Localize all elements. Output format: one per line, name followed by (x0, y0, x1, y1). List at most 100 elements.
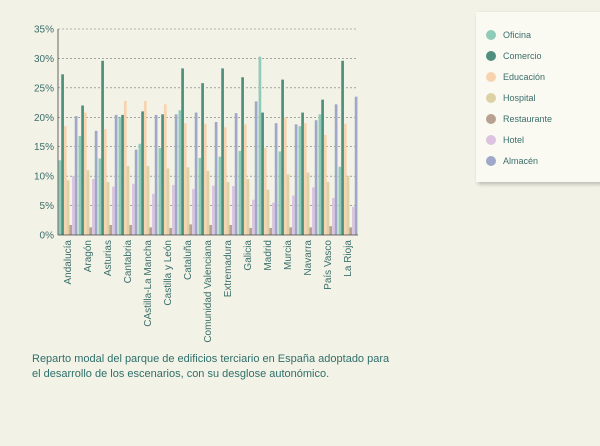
bar-almacén (174, 114, 178, 235)
legend: Oficina Comercio Educación Hospital Restaura… (476, 12, 600, 182)
x-tick-label: País Vasco (323, 240, 334, 290)
bar-educación (63, 126, 67, 235)
bar-comercio (281, 79, 284, 236)
bar-comercio (161, 114, 164, 235)
chart-caption: Reparto modal del parque de edificios te… (32, 352, 432, 382)
x-tick-label: Cantabria (123, 240, 134, 284)
legend-item: Educación (486, 66, 600, 87)
bar-hospital (206, 170, 210, 235)
bar-almacén (94, 130, 98, 235)
bar-educación (263, 147, 267, 235)
x-tick-label: CAstilla-La Mancha (143, 240, 154, 327)
bar-educación (303, 123, 307, 235)
caption-line-2: el desarrollo de los escenarios, con su … (32, 368, 330, 380)
legend-item: Restaurante (486, 108, 600, 129)
bar-restaurante (309, 227, 313, 235)
bar-hotel (332, 197, 335, 235)
bar-hospital (146, 166, 150, 235)
legend-label: Educación (503, 71, 546, 82)
bar-oficina (78, 136, 82, 235)
bar-restaurante (289, 227, 293, 235)
bar-hotel (72, 176, 75, 235)
y-tick-label: 30% (34, 54, 54, 65)
bar-restaurante (129, 224, 133, 235)
bar-educación (203, 123, 207, 235)
bar-educación (343, 123, 347, 235)
bar-educación (223, 127, 227, 235)
bar-hospital (306, 172, 310, 235)
bar-hospital (166, 168, 170, 235)
bar-hospital (66, 180, 70, 235)
x-tick-label: Andalucía (63, 240, 74, 285)
bar-almacén (354, 96, 358, 235)
bar-almacén (114, 114, 118, 235)
y-tick-label: 5% (40, 201, 55, 212)
legend-item: Comercio (486, 45, 600, 66)
bar-comercio (321, 99, 324, 235)
bar-educación (183, 123, 187, 235)
bar-restaurante (229, 224, 233, 235)
legend-swatch (486, 50, 496, 61)
legend-label: Hospital (503, 92, 536, 103)
bar-hotel (172, 184, 175, 235)
bar-almacén (314, 120, 318, 235)
bar-comercio (121, 114, 124, 235)
legend-label: Restaurante (503, 113, 553, 124)
bar-almacén (274, 123, 278, 235)
x-tick-label: Madrid (263, 240, 274, 271)
bar-comercio (81, 105, 84, 235)
bar-oficina (238, 150, 242, 235)
legend-swatch (486, 134, 496, 145)
bar-restaurante (349, 227, 353, 235)
bar-hotel (232, 186, 235, 235)
x-tick-label: Cataluña (183, 240, 194, 280)
bar-oficina (338, 166, 342, 235)
x-tick-label: Galicia (243, 240, 254, 271)
bar-hospital (106, 182, 110, 235)
legend-item: Hotel (486, 129, 600, 150)
bar-oficina (178, 110, 182, 235)
bar-hotel (192, 189, 195, 235)
bar-hospital (126, 166, 130, 235)
bar-almacén (334, 104, 338, 235)
bar-oficina (318, 114, 322, 235)
bar-oficina (138, 143, 142, 235)
legend-label: Comercio (503, 50, 542, 61)
legend-item: Hospital (486, 87, 600, 108)
legend-swatch (486, 71, 496, 82)
bar-hospital (246, 179, 250, 235)
bar-oficina (218, 156, 222, 235)
legend-label: Hotel (503, 134, 525, 145)
legend-item: Almacén (486, 150, 600, 171)
bar-comercio (201, 83, 204, 236)
bar-hospital (86, 170, 90, 235)
bar-restaurante (209, 224, 213, 235)
bar-almacén (234, 113, 238, 235)
bar-comercio (301, 112, 304, 235)
legend-label: Oficina (503, 29, 532, 40)
x-tick-label: Murcia (283, 240, 294, 270)
y-tick-label: 10% (34, 172, 54, 183)
y-tick-label: 15% (34, 142, 54, 153)
bar-hospital (346, 176, 350, 235)
caption-line-1: Reparto modal del parque de edificios te… (32, 353, 390, 365)
bar-educación (283, 117, 287, 235)
bar-oficina (158, 147, 162, 235)
bar-oficina (58, 160, 62, 235)
bar-comercio (261, 112, 264, 235)
x-tick-label: Comunidad Valenciana (203, 240, 214, 343)
bar-restaurante (269, 227, 273, 235)
legend-label: Almacén (503, 155, 539, 166)
bar-educación (243, 124, 247, 235)
bar-educación (143, 100, 147, 235)
bar-almacén (134, 149, 138, 235)
bar-almacén (74, 116, 78, 235)
bar-hospital (186, 167, 190, 235)
bar-restaurante (89, 227, 93, 235)
bar-hospital (226, 182, 230, 235)
legend-swatch (486, 155, 496, 166)
bar-almacén (194, 112, 198, 235)
bar-restaurante (329, 226, 333, 235)
bar-restaurante (69, 224, 73, 235)
